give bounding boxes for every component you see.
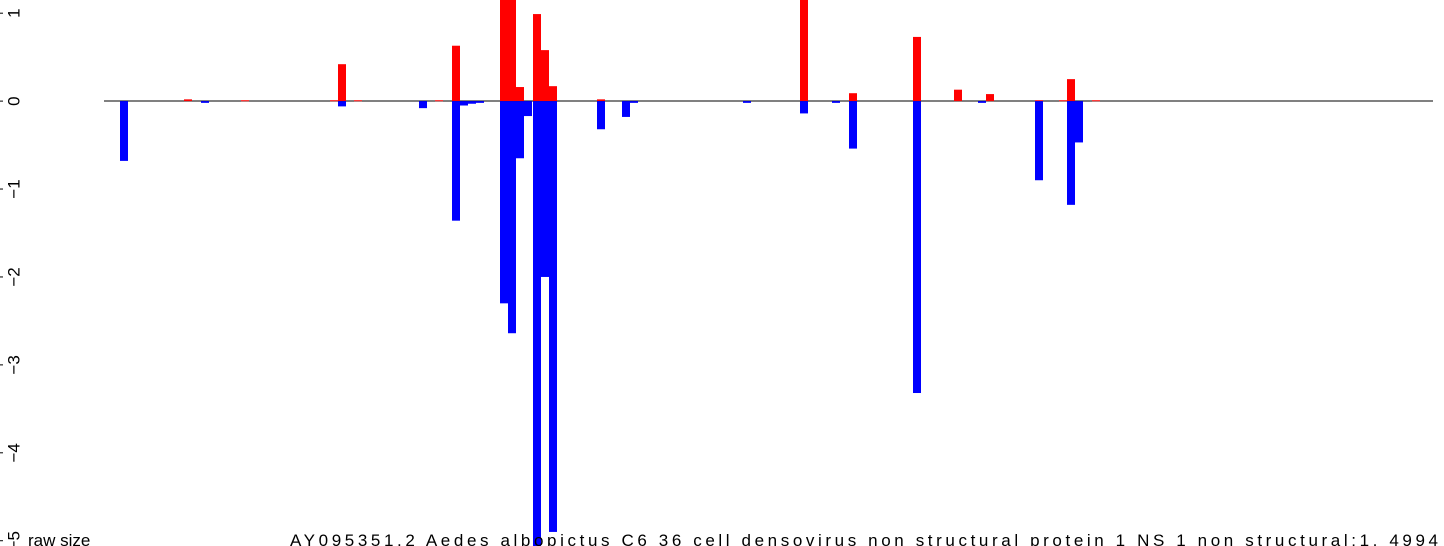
- bar: [354, 100, 362, 102]
- annotation: raw size: [28, 531, 90, 546]
- bar: [500, 101, 508, 304]
- bar: [800, 0, 808, 102]
- y-tick-label: −1: [4, 179, 23, 198]
- bar: [184, 99, 192, 102]
- bar: [743, 101, 751, 103]
- bar: [630, 101, 638, 103]
- bar: [120, 101, 128, 161]
- bar: [541, 101, 549, 277]
- bar: [954, 89, 962, 102]
- bar: [913, 36, 921, 102]
- bar: [1092, 100, 1100, 102]
- bar: [338, 101, 346, 107]
- bar: [330, 100, 338, 102]
- bar: [1067, 101, 1075, 205]
- bar: [201, 101, 209, 103]
- bar: [452, 101, 460, 221]
- bar: [533, 14, 541, 102]
- bar: [978, 101, 986, 103]
- bar: [832, 101, 840, 103]
- bar: [549, 86, 557, 102]
- bar: [516, 87, 524, 102]
- bar: [452, 45, 460, 102]
- bar: [913, 101, 921, 394]
- annotation: AY095351.2 Aedes albopictus C6 36 cell d…: [290, 531, 1438, 546]
- bar: [419, 101, 427, 109]
- bar: [468, 101, 476, 104]
- y-tick-label: −4: [4, 443, 23, 462]
- bar: [622, 101, 630, 117]
- bar: [986, 94, 994, 102]
- y-tick-label: −2: [4, 267, 23, 286]
- bar: [533, 101, 541, 546]
- bar: [849, 93, 857, 102]
- y-tick-label: −3: [4, 355, 23, 374]
- y-tick-label: 0: [4, 96, 23, 105]
- bar: [1075, 101, 1083, 143]
- bar: [338, 64, 346, 102]
- bar: [597, 99, 605, 102]
- bar: [241, 100, 249, 102]
- bar: [597, 101, 605, 130]
- bar: [460, 101, 468, 106]
- bar: [1035, 101, 1043, 181]
- bar: [549, 101, 557, 532]
- bar: [508, 101, 516, 334]
- bar: [500, 0, 508, 102]
- bar: [1067, 79, 1075, 102]
- bar: [508, 0, 516, 102]
- y-tick-label: −5: [4, 531, 23, 546]
- bar: [476, 101, 484, 103]
- y-tick-label: 1: [4, 8, 23, 17]
- bar: [1035, 100, 1043, 102]
- bar: [800, 101, 808, 114]
- bar: [516, 101, 524, 159]
- bar: [435, 100, 443, 102]
- bar: [541, 50, 549, 102]
- bar: [849, 101, 857, 149]
- bar: [1059, 100, 1067, 102]
- bar: [524, 101, 532, 117]
